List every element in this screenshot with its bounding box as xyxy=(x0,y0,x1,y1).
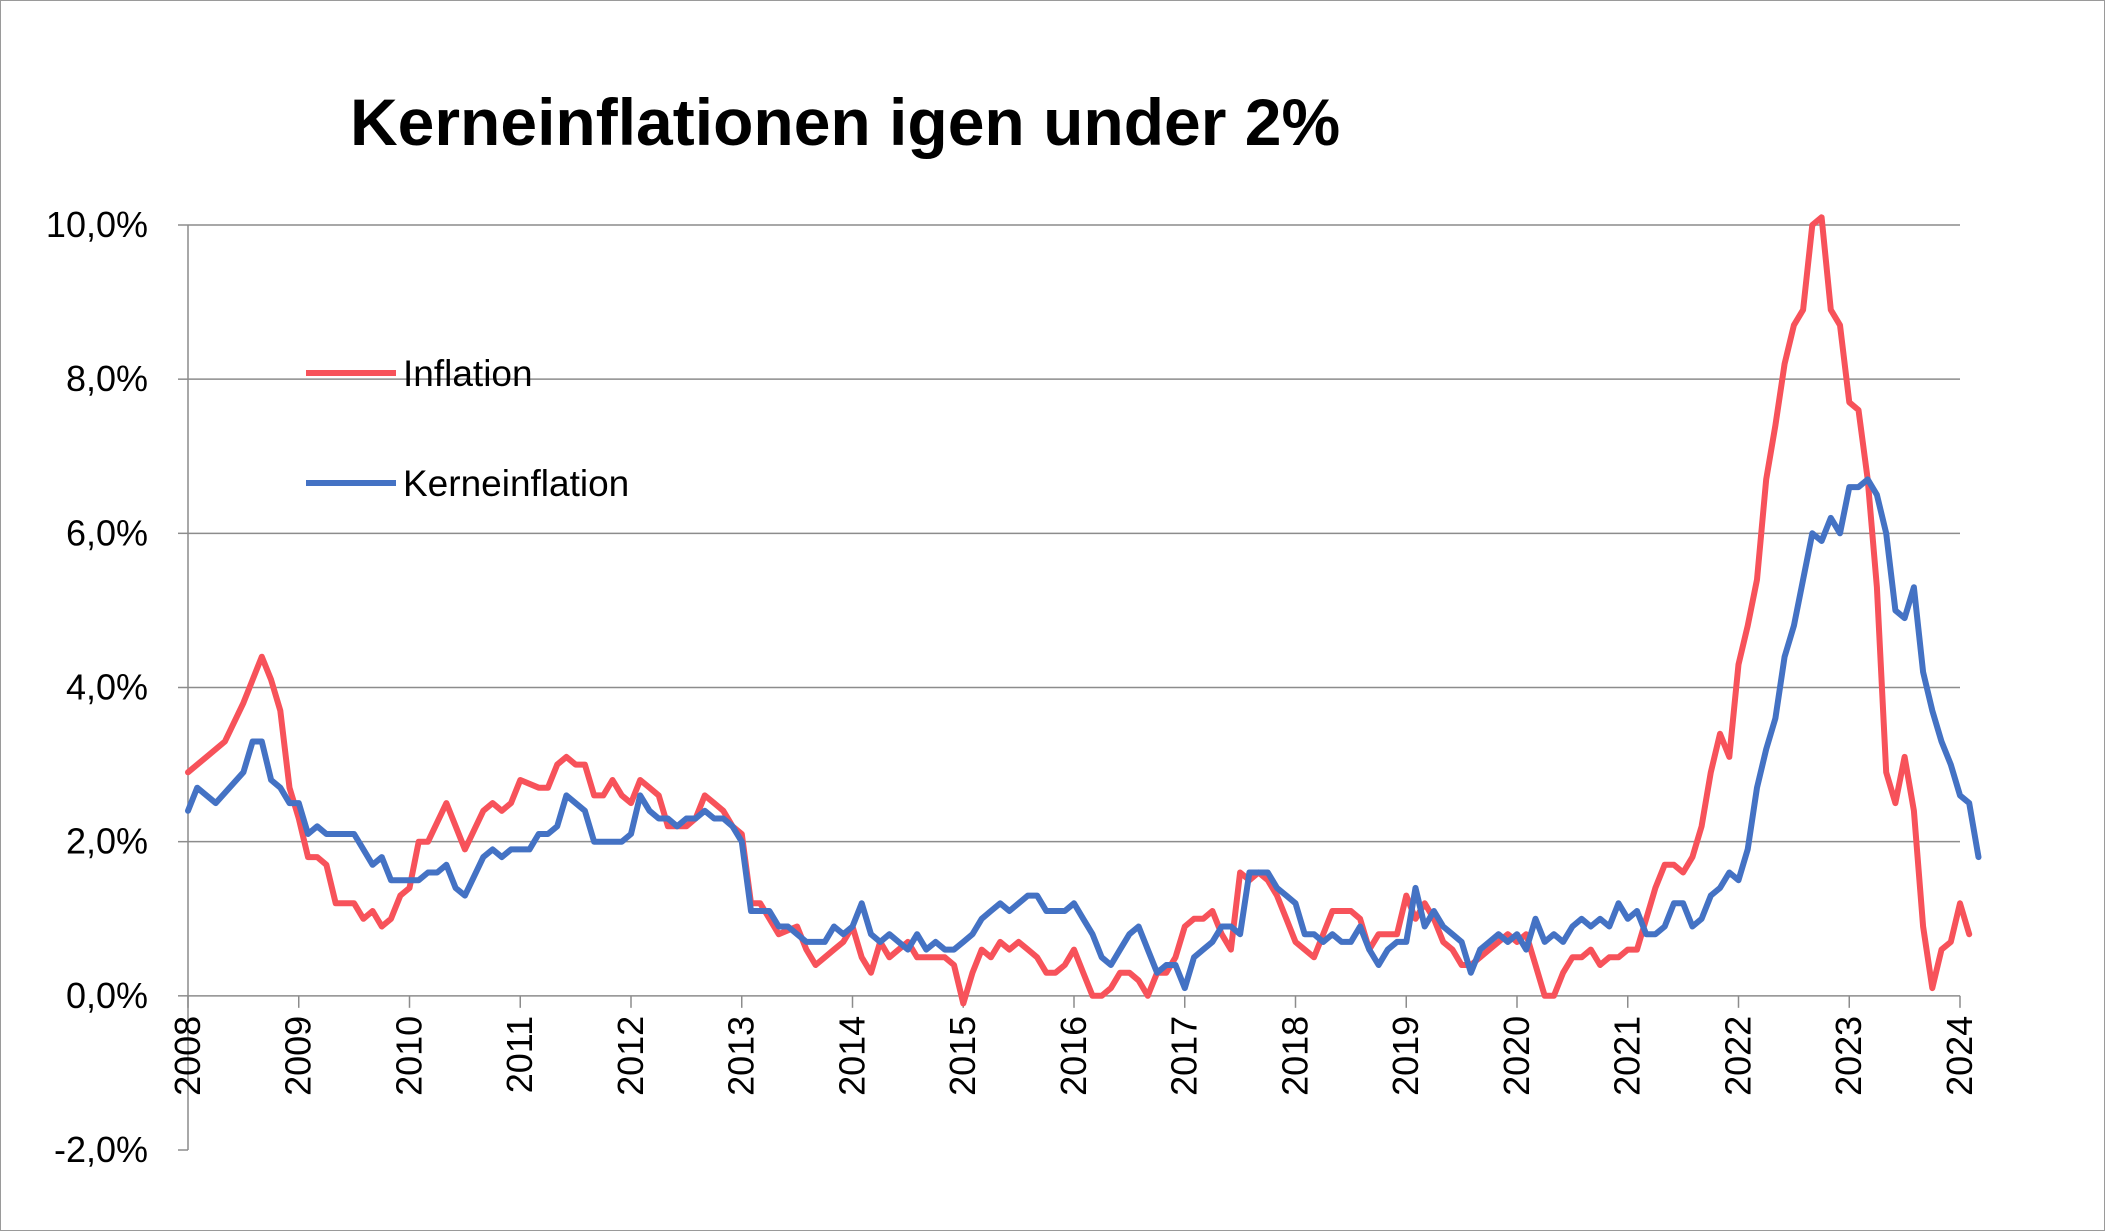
axes xyxy=(178,224,1961,1151)
y-tick-label-5: 8,0% xyxy=(66,358,148,399)
x-tick-label-2022: 2022 xyxy=(1718,1016,1759,1096)
y-tick-label-2: 2,0% xyxy=(66,821,148,862)
x-tick-label-2017: 2017 xyxy=(1164,1016,1205,1096)
legend-label-kerneinflation: Kerneinflation xyxy=(403,463,629,504)
x-tick-label-2024: 2024 xyxy=(1939,1016,1980,1096)
x-axis-tick-labels: 2008 2009 2010 2011 2012 2013 2014 2015 2016 2017… xyxy=(167,1016,1980,1096)
x-tick-label-2019: 2019 xyxy=(1385,1016,1426,1096)
y-tick-label-4: 6,0% xyxy=(66,512,148,553)
x-tick-label-2013: 2013 xyxy=(721,1016,762,1096)
x-tick-label-2011: 2011 xyxy=(499,1016,540,1093)
x-tick-label-2010: 2010 xyxy=(389,1016,430,1096)
gridlines xyxy=(188,224,1960,843)
legend-label-inflation: Inflation xyxy=(403,353,533,394)
x-tick-label-2023: 2023 xyxy=(1828,1016,1869,1096)
x-tick-label-2020: 2020 xyxy=(1496,1016,1537,1096)
x-tick-label-2018: 2018 xyxy=(1275,1016,1316,1096)
x-tick-label-2015: 2015 xyxy=(942,1016,983,1096)
chart-title: Kerneinflationen igen under 2% xyxy=(350,85,1340,159)
y-axis-tick-labels: -2,0% 0,0% 2,0% 4,0% 6,0% 8,0% 10,0% xyxy=(46,204,148,1170)
y-tick-label-6: 10,0% xyxy=(46,204,148,245)
x-tick-label-2009: 2009 xyxy=(278,1016,319,1096)
x-tick-label-2021: 2021 xyxy=(1607,1016,1648,1096)
x-tick-label-2016: 2016 xyxy=(1053,1016,1094,1096)
y-tick-label-1: 0,0% xyxy=(66,975,148,1016)
x-tick-label-2014: 2014 xyxy=(832,1016,873,1096)
series-line-inflation xyxy=(185,214,1973,1007)
legend: Inflation Kerneinflation xyxy=(306,353,629,504)
y-tick-label-0: -2,0% xyxy=(54,1129,148,1170)
series-line-kerneinflation xyxy=(185,476,1982,992)
x-tick-label-2008: 2008 xyxy=(167,1016,208,1096)
x-tick-label-2012: 2012 xyxy=(610,1016,651,1096)
y-tick-label-3: 4,0% xyxy=(66,667,148,708)
series-lines xyxy=(185,214,1982,1007)
